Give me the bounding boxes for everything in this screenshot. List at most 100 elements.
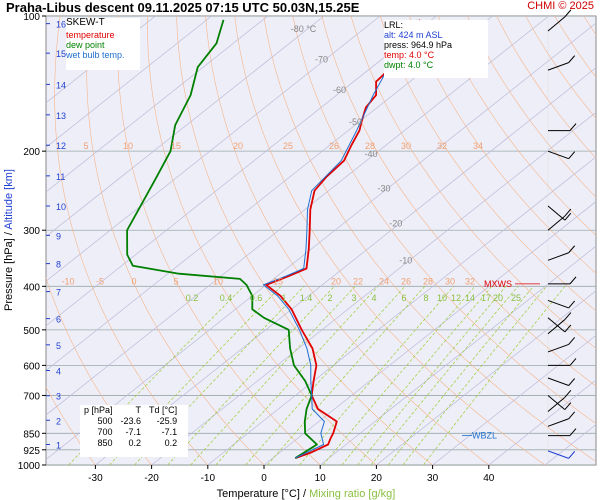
altitude-tick-label: 9 bbox=[56, 231, 61, 241]
temperature-label: -70 bbox=[315, 55, 328, 65]
wind-barb-flag bbox=[564, 324, 572, 333]
pressure-tick-label: 850 bbox=[23, 429, 40, 440]
pressure-tick-label: 1000 bbox=[18, 461, 41, 472]
pressure-tick-label: 600 bbox=[23, 361, 40, 372]
isotherm-label: 25 bbox=[283, 141, 293, 151]
mixing-ratio-label: 1.4 bbox=[300, 293, 313, 303]
table-cell: -23.6 bbox=[120, 416, 142, 426]
wind-barb-flag bbox=[564, 390, 572, 398]
wind-barb-flag bbox=[568, 245, 576, 254]
isotherm-line bbox=[46, 22, 596, 461]
grid-lines bbox=[46, 16, 596, 465]
legend-item-wet-bulb: wet bulb temp. bbox=[66, 50, 125, 60]
lrl-box: LRL: alt: 424 m ASL press: 964.9 hPa tem… bbox=[384, 20, 488, 78]
wind-barb-flag bbox=[564, 402, 572, 410]
wind-barb bbox=[547, 317, 566, 333]
wind-barb-flag bbox=[569, 428, 577, 436]
pressure-tick-label: 200 bbox=[23, 147, 40, 158]
y-axis-label-pressure: Pressure [hPa] bbox=[3, 235, 15, 311]
altitude-tick-label: 8 bbox=[56, 260, 61, 270]
summary-table: p [hPa] T Td [°C] 500 -23.6 -25.9 700 -7… bbox=[80, 405, 181, 449]
isotherm-label: 15 bbox=[273, 276, 283, 286]
wind-barb bbox=[547, 252, 569, 261]
series-line-temperature bbox=[265, 19, 421, 459]
table-header-row: p [hPa] T Td [°C] bbox=[80, 405, 181, 416]
dry-adiabat bbox=[408, 16, 596, 274]
isotherm-line bbox=[488, 379, 596, 465]
mixing-ratio-label: 4 bbox=[371, 293, 376, 303]
temperature-label: -80 °C bbox=[291, 24, 317, 34]
dry-adiabat bbox=[292, 16, 596, 424]
isotherm-label: 5 bbox=[173, 276, 178, 286]
table-cell: -25.9 bbox=[156, 416, 178, 426]
x-axis-label-separator: / bbox=[303, 488, 309, 500]
mixing-ratio-label: 0.6 bbox=[250, 293, 263, 303]
plot-background bbox=[45, 15, 597, 466]
table-cell: -7.1 bbox=[125, 427, 142, 437]
lrl-pressure: press: 964.9 hPa bbox=[384, 40, 453, 50]
wind-barb-flag bbox=[569, 276, 577, 285]
isotherm-label: 28 bbox=[423, 276, 433, 286]
pressure-tick-label: 100 bbox=[23, 12, 40, 23]
isotherm-line bbox=[46, 16, 212, 148]
x-axis-label-mixing-ratio: Mixing ratio [g/kg] bbox=[309, 488, 395, 500]
wind-barb-flag bbox=[568, 300, 576, 309]
x-tick-label: 30 bbox=[427, 473, 439, 484]
table-row: 500 -23.6 -25.9 bbox=[80, 416, 181, 427]
temperature-label: -30 bbox=[377, 183, 390, 193]
mixing-ratio-label: 0.2 bbox=[186, 293, 199, 303]
altitude-tick-label: 4 bbox=[56, 367, 61, 377]
legend-item-dew-point: dew point bbox=[66, 40, 105, 50]
y-axis-label: Pressure [hPa] / Altitude [km] bbox=[3, 169, 15, 311]
mixing-ratio-line bbox=[190, 286, 356, 465]
isotherm-label: 24 bbox=[379, 276, 389, 286]
altitude-tick-label: 2 bbox=[56, 416, 61, 426]
altitude-tick-label: 1 bbox=[56, 440, 61, 450]
altitude-tick-label: 15 bbox=[56, 49, 66, 59]
isotherm-label: -10 bbox=[61, 276, 74, 286]
wind-barb bbox=[547, 16, 566, 32]
isotherm-label: 15 bbox=[171, 141, 181, 151]
isotherm-label: 30 bbox=[445, 276, 455, 286]
x-tick-label: 0 bbox=[261, 473, 267, 484]
mixing-ratio-label: 10 bbox=[437, 293, 447, 303]
temperature-label: -50 bbox=[349, 117, 362, 127]
mixing-ratio-label: 2 bbox=[327, 293, 332, 303]
isotherm-label: 20 bbox=[331, 276, 341, 286]
wind-barb bbox=[547, 396, 566, 412]
mixing-ratio-line bbox=[423, 286, 566, 465]
table-cell: -7.1 bbox=[161, 427, 178, 437]
wind-barb bbox=[547, 215, 566, 231]
table-header: Td [°C] bbox=[149, 405, 178, 415]
mixing-ratio-line bbox=[322, 286, 476, 465]
altitude-tick-label: 7 bbox=[56, 288, 61, 298]
legend-item-temperature: temperature bbox=[66, 30, 115, 40]
y-axis-label-altitude: Altitude [km] bbox=[3, 169, 15, 230]
isotherm-label: 30 bbox=[401, 141, 411, 151]
isotherm-line bbox=[46, 16, 381, 282]
altitude-tick-label: 13 bbox=[56, 111, 66, 121]
wind-barb bbox=[547, 418, 569, 427]
pressure-tick-label: 300 bbox=[23, 226, 40, 237]
dry-adiabat bbox=[438, 16, 596, 236]
mixing-ratio-line bbox=[68, 286, 244, 465]
altitude-tick-label: 16 bbox=[56, 20, 66, 30]
isotherm-label: 26 bbox=[401, 276, 411, 286]
x-tick-label: -30 bbox=[88, 473, 103, 484]
isotherm-line bbox=[46, 16, 268, 193]
mixing-ratio-label: 12 bbox=[451, 293, 461, 303]
wind-barb-flag bbox=[568, 55, 576, 63]
mixing-ratio-label: 17 bbox=[481, 293, 491, 303]
isotherm-line bbox=[46, 16, 437, 327]
table-cell: 500 bbox=[97, 416, 113, 426]
isotherm-label: -5 bbox=[96, 276, 104, 286]
dry-adiabat bbox=[147, 16, 377, 465]
lrl-temperature: temp: 4.0 °C bbox=[384, 50, 435, 60]
table-header: T bbox=[135, 405, 142, 415]
isotherm-label: 28 bbox=[365, 141, 375, 151]
temperature-label: -60 bbox=[333, 85, 346, 95]
legend: SKEW-T temperature dew point wet bulb te… bbox=[66, 18, 140, 70]
pressure-tick-label: 925 bbox=[23, 446, 40, 457]
wind-barb bbox=[547, 395, 566, 410]
dry-adiabat bbox=[350, 16, 596, 349]
